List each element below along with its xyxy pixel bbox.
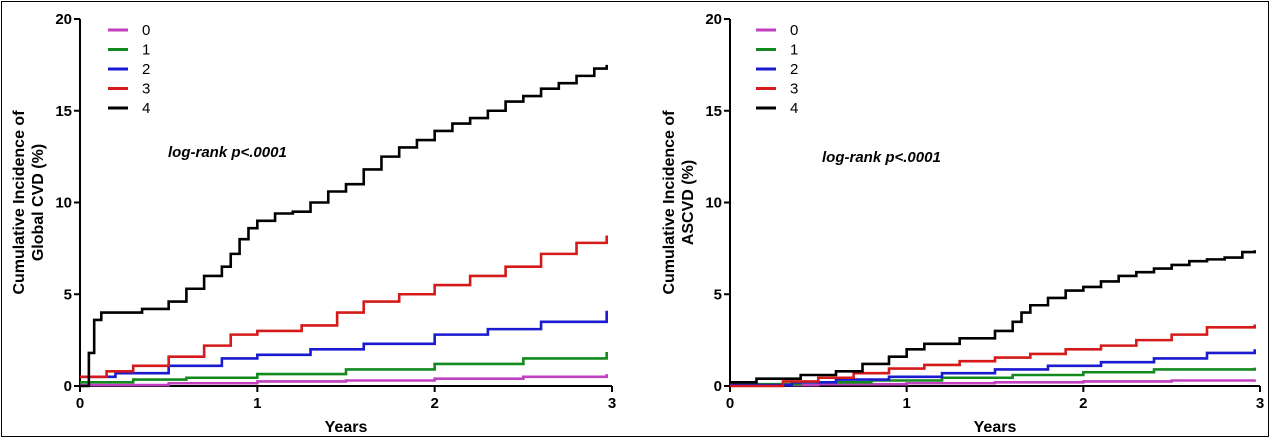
x-axis-title: Years bbox=[325, 419, 368, 436]
legend-label: 3 bbox=[142, 81, 150, 98]
x-axis-title: Years bbox=[974, 419, 1017, 436]
x-tick-label: 3 bbox=[1256, 395, 1264, 412]
legend-label: 1 bbox=[790, 42, 798, 59]
x-tick-label: 1 bbox=[253, 395, 261, 412]
y-axis-title-line: Cumulative Incidence of bbox=[11, 110, 28, 295]
y-axis-title-line: Cumulative Incidence of bbox=[661, 110, 678, 295]
log-rank-annotation: log-rank p<.0001 bbox=[822, 149, 941, 166]
series-line-4 bbox=[80, 65, 607, 386]
x-tick-label: 2 bbox=[430, 395, 438, 412]
legend-label: 2 bbox=[142, 61, 150, 78]
legend-label: 1 bbox=[142, 42, 150, 59]
y-tick-label: 15 bbox=[55, 103, 72, 120]
y-tick-label: 10 bbox=[55, 195, 72, 212]
x-tick-label: 3 bbox=[608, 395, 616, 412]
x-tick-label: 1 bbox=[902, 395, 910, 412]
y-tick-label: 15 bbox=[705, 103, 722, 120]
x-tick-label: 0 bbox=[76, 395, 84, 412]
log-rank-annotation: log-rank p<.0001 bbox=[168, 144, 287, 161]
y-tick-label: 0 bbox=[714, 378, 722, 395]
legend-label: 4 bbox=[142, 100, 150, 117]
y-axis-title: Cumulative Incidence of ASCVD (%) bbox=[661, 110, 697, 295]
x-tick-label: 2 bbox=[1079, 395, 1087, 412]
y-axis-title-line: Global CVD (%) bbox=[30, 144, 47, 261]
y-tick-label: 20 bbox=[55, 11, 72, 28]
legend-label: 3 bbox=[790, 81, 798, 98]
series-line-3 bbox=[80, 236, 607, 377]
y-axis-title-line: ASCVD (%) bbox=[680, 160, 697, 245]
legend-label: 2 bbox=[790, 61, 798, 78]
legend-label: 4 bbox=[790, 100, 798, 117]
legend-label: 0 bbox=[142, 22, 150, 39]
y-tick-label: 20 bbox=[705, 11, 722, 28]
y-tick-label: 5 bbox=[714, 286, 722, 303]
y-axis-title: Cumulative Incidence of Global CVD (%) bbox=[11, 110, 47, 295]
legend-label: 0 bbox=[790, 22, 798, 39]
y-tick-label: 5 bbox=[64, 286, 72, 303]
x-tick-label: 0 bbox=[726, 395, 734, 412]
y-tick-label: 0 bbox=[64, 378, 72, 395]
y-tick-label: 10 bbox=[705, 195, 722, 212]
